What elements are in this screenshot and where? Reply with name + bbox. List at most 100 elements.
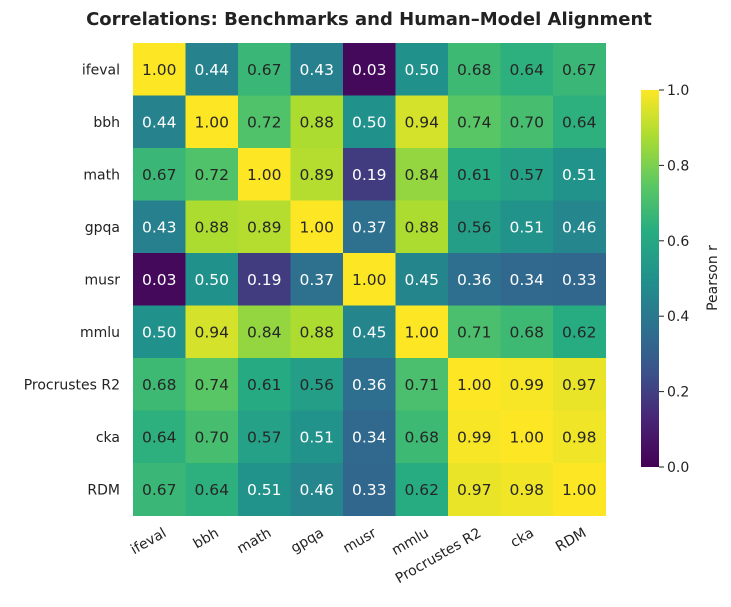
row-tick-label: math bbox=[83, 167, 120, 183]
cell-value-label: 0.36 bbox=[352, 376, 387, 394]
chart-title: Correlations: Benchmarks and Human–Model… bbox=[86, 9, 652, 30]
heatmap-cell bbox=[500, 358, 554, 411]
heatmap-cell bbox=[290, 148, 344, 201]
column-tick-label: ifeval bbox=[128, 525, 169, 558]
heatmap-cell bbox=[133, 43, 186, 96]
heatmap-cell bbox=[343, 358, 396, 411]
cell-value-label: 0.61 bbox=[457, 166, 492, 184]
heatmap-cell bbox=[395, 200, 449, 254]
cell-value-label: 0.64 bbox=[194, 481, 229, 499]
cell-value-label: 0.44 bbox=[194, 61, 229, 79]
heatmap-cell bbox=[448, 463, 501, 516]
heatmap-cell bbox=[448, 95, 501, 149]
heatmap-cell bbox=[395, 253, 449, 306]
cell-value-label: 0.94 bbox=[194, 323, 229, 341]
heatmap-cell bbox=[500, 200, 554, 254]
heatmap-cell bbox=[500, 95, 554, 149]
cell-value-label: 1.00 bbox=[404, 323, 439, 341]
heatmap-cell bbox=[553, 95, 606, 149]
cell-value-label: 0.74 bbox=[457, 113, 492, 131]
cell-value-label: 0.98 bbox=[562, 428, 597, 446]
column-tick-label: RDM bbox=[553, 525, 589, 555]
heatmap-cell bbox=[290, 253, 344, 306]
heatmap-cell bbox=[395, 305, 449, 359]
heatmap-cell bbox=[395, 358, 449, 411]
cell-value-label: 0.98 bbox=[509, 481, 544, 499]
heatmap-cell bbox=[343, 95, 396, 149]
cell-value-label: 0.68 bbox=[457, 61, 492, 79]
cell-value-label: 0.71 bbox=[404, 376, 439, 394]
column-tick-label: musr bbox=[340, 525, 379, 557]
heatmap-cell bbox=[500, 148, 554, 201]
cell-value-label: 0.84 bbox=[404, 166, 439, 184]
colorbar-tick-label: 0.6 bbox=[667, 234, 689, 250]
cell-value-label: 0.19 bbox=[247, 271, 282, 289]
heatmap-cell bbox=[395, 410, 449, 464]
cell-value-label: 0.88 bbox=[404, 218, 439, 236]
heatmap-cell bbox=[500, 43, 554, 96]
heatmap-cell bbox=[185, 95, 239, 149]
heatmap-cell bbox=[238, 305, 291, 359]
heatmap-cell bbox=[133, 95, 186, 149]
cell-value-label: 0.33 bbox=[352, 481, 387, 499]
row-tick-label: cka bbox=[96, 430, 120, 446]
cell-value-label: 0.50 bbox=[404, 61, 439, 79]
cell-value-label: 0.67 bbox=[247, 61, 282, 79]
cell-value-label: 0.99 bbox=[457, 428, 492, 446]
heatmap-cell bbox=[343, 200, 396, 254]
heatmap-cell bbox=[343, 305, 396, 359]
heatmap-cell bbox=[290, 463, 344, 516]
heatmap-cell bbox=[448, 410, 501, 464]
cell-value-label: 0.89 bbox=[299, 166, 334, 184]
heatmap-cell bbox=[133, 253, 186, 306]
column-tick-label: gpqa bbox=[288, 525, 327, 556]
heatmap-cell bbox=[133, 410, 186, 464]
colorbar-gradient bbox=[641, 90, 659, 467]
heatmap-cell bbox=[395, 43, 449, 96]
column-tick-label: cka bbox=[508, 525, 537, 551]
column-tick-label: bbh bbox=[191, 525, 222, 552]
heatmap-cell bbox=[553, 358, 606, 411]
heatmap-cell bbox=[553, 200, 606, 254]
cell-value-label: 0.64 bbox=[142, 428, 177, 446]
heatmap-cell bbox=[395, 148, 449, 201]
heatmap-cell bbox=[185, 200, 239, 254]
colorbar-label: Pearson r bbox=[705, 245, 721, 311]
cell-value-label: 0.37 bbox=[352, 218, 387, 236]
heatmap-cell bbox=[238, 148, 291, 201]
column-tick-label: math bbox=[235, 525, 275, 557]
cell-value-label: 0.51 bbox=[509, 218, 544, 236]
heatmap-cell bbox=[185, 358, 239, 411]
row-tick-label: gpqa bbox=[85, 220, 120, 236]
cell-value-label: 0.43 bbox=[142, 218, 177, 236]
colorbar-tick-label: 0.2 bbox=[667, 385, 689, 401]
cell-value-label: 0.34 bbox=[352, 428, 387, 446]
cell-value-label: 1.00 bbox=[194, 113, 229, 131]
cell-value-label: 0.97 bbox=[457, 481, 492, 499]
cell-value-label: 1.00 bbox=[509, 428, 544, 446]
cell-value-label: 0.99 bbox=[509, 376, 544, 394]
cell-value-label: 0.74 bbox=[194, 376, 229, 394]
heatmap-cell bbox=[343, 253, 396, 306]
heatmap-cell bbox=[448, 253, 501, 306]
heatmap-cell bbox=[133, 148, 186, 201]
cell-value-label: 0.51 bbox=[562, 166, 597, 184]
heatmap-cell bbox=[185, 253, 239, 306]
cell-value-label: 0.97 bbox=[562, 376, 597, 394]
heatmap-cell bbox=[448, 148, 501, 201]
heatmap-cell bbox=[133, 305, 186, 359]
heatmap-cell bbox=[448, 358, 501, 411]
row-tick-label: RDM bbox=[87, 482, 120, 498]
cell-value-label: 0.03 bbox=[142, 271, 177, 289]
row-tick-label: Procrustes R2 bbox=[24, 377, 120, 393]
cell-value-label: 0.43 bbox=[299, 61, 334, 79]
cell-value-label: 0.72 bbox=[194, 166, 229, 184]
heatmap-cell bbox=[500, 253, 554, 306]
heatmap-cell bbox=[238, 200, 291, 254]
heatmap-cell bbox=[133, 200, 186, 254]
cell-value-label: 0.34 bbox=[509, 271, 544, 289]
heatmap-cells bbox=[133, 43, 606, 516]
heatmap-cell bbox=[343, 410, 396, 464]
heatmap-cell bbox=[238, 358, 291, 411]
